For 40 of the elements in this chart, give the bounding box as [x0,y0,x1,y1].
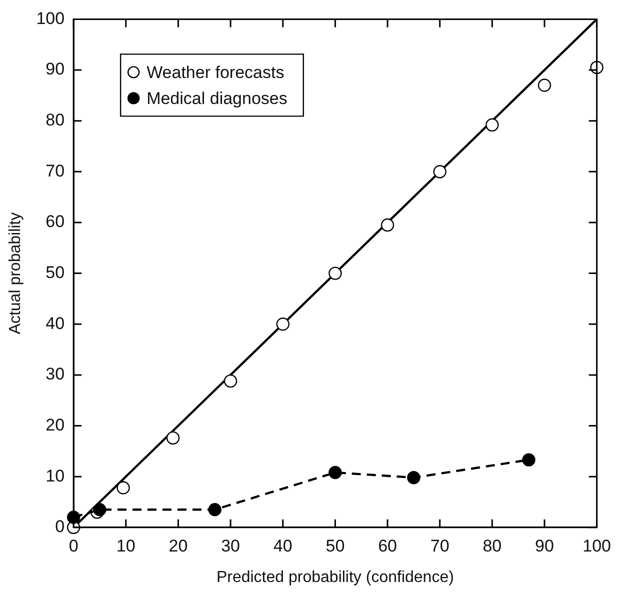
y-tick-label: 100 [36,8,65,28]
point [433,165,446,178]
y-tick-label: 30 [46,364,65,384]
point [93,503,106,516]
y-tick-label: 70 [46,161,65,180]
x-tick-label: 90 [535,536,554,556]
x-tick-label: 0 [68,536,78,556]
y-tick-label: 90 [46,60,65,79]
y-tick-label: 10 [46,466,65,486]
point [486,118,499,132]
legend-label: Weather forecasts [146,62,284,82]
x-tick-label: 10 [116,536,136,556]
x-tick-label: 20 [168,536,188,556]
point [538,78,552,92]
y-tick-label: 50 [46,262,65,282]
x-tick-label: 50 [326,536,345,556]
x-tick-label: 40 [273,536,292,556]
x-tick-label: 80 [482,536,502,556]
point [276,318,290,331]
y-tick-label: 60 [46,212,65,232]
x-tick-label: 100 [582,536,612,556]
legend-label: Medical diagnoses [146,88,288,108]
point [328,466,342,480]
x-tick-label: 70 [430,536,450,556]
y-axis-title: Actual probability [7,212,24,334]
y-tick-label: 40 [46,314,65,333]
point [328,266,342,280]
y-tick-label: 20 [46,415,65,434]
point [380,218,394,232]
point [224,374,238,388]
point [166,431,180,445]
x-axis-title: Predicted probability (confidence) [216,568,454,586]
point [116,481,130,494]
point [407,470,420,484]
y-tick-label: 80 [46,110,65,130]
point [522,453,536,466]
y-tick-label: 0 [55,517,65,536]
x-tick-label: 60 [378,536,397,556]
point [208,503,222,516]
x-tick-label: 30 [221,536,240,556]
